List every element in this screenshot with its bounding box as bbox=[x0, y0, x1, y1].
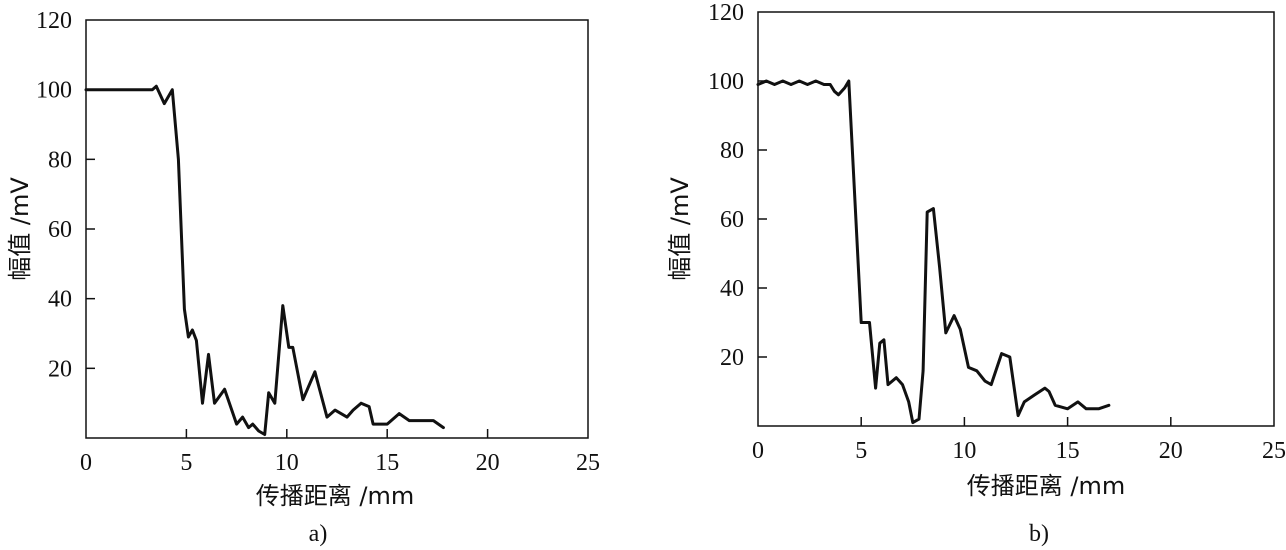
chart-a-y-axis-label: 幅值 /mV bbox=[6, 177, 34, 281]
chart-b-x-tick-label: 5 bbox=[855, 438, 867, 464]
chart-a-x-axis-label: 传播距离 /mm bbox=[256, 482, 414, 510]
chart-a-x-tick-label: 5 bbox=[180, 450, 192, 476]
chart-a-y-tick-label: 20 bbox=[48, 356, 72, 382]
chart-a-plot-frame bbox=[85, 19, 589, 439]
chart-a-x-tick-label: 20 bbox=[476, 450, 500, 476]
chart-b-y-tick-label: 120 bbox=[708, 0, 744, 26]
chart-b-y-ticks bbox=[758, 80, 767, 358]
chart-b-y-tick-label: 40 bbox=[720, 276, 744, 302]
chart-b-y-tick-label: 60 bbox=[720, 207, 744, 233]
chart-b-caption: b) bbox=[1029, 521, 1049, 547]
chart-a-y-tick-label: 80 bbox=[48, 147, 72, 173]
chart-a-caption: a) bbox=[309, 521, 328, 547]
chart-a: 0 5 10 15 20 25 20 40 60 80 100 120 传播距离 /mm 幅值 /m… bbox=[6, 8, 600, 547]
chart-b-y-tick-label: 20 bbox=[720, 345, 744, 371]
chart-a-x-tick-label: 25 bbox=[576, 450, 600, 476]
chart-b: 0 5 10 15 20 25 20 40 60 80 100 120 传播距离 /mm 幅值 /m… bbox=[666, 0, 1286, 547]
chart-a-x-ticks bbox=[185, 429, 489, 438]
chart-b-y-tick-labels: 20 40 60 80 100 120 bbox=[708, 0, 744, 371]
chart-a-x-tick-label: 10 bbox=[275, 450, 299, 476]
chart-a-y-tick-label: 60 bbox=[48, 217, 72, 243]
chart-b-y-tick-label: 80 bbox=[720, 138, 744, 164]
chart-a-y-tick-labels: 20 40 60 80 100 120 bbox=[36, 8, 72, 382]
chart-b-plot-frame bbox=[757, 11, 1275, 427]
chart-b-x-tick-label: 25 bbox=[1262, 438, 1286, 464]
chart-a-x-tick-label: 0 bbox=[80, 450, 92, 476]
chart-b-x-axis-label: 传播距离 /mm bbox=[967, 472, 1125, 500]
chart-b-x-tick-labels: 0 5 10 15 20 25 bbox=[752, 438, 1286, 464]
chart-a-y-tick-label: 120 bbox=[36, 8, 72, 34]
chart-b-y-axis-label: 幅值 /mV bbox=[666, 177, 694, 281]
chart-a-x-tick-labels: 0 5 10 15 20 25 bbox=[80, 450, 600, 476]
chart-b-x-tick-label: 15 bbox=[1056, 438, 1080, 464]
chart-a-y-ticks bbox=[86, 88, 95, 370]
chart-a-x-tick-label: 15 bbox=[375, 450, 399, 476]
chart-a-y-tick-label: 40 bbox=[48, 287, 72, 313]
chart-b-x-tick-label: 10 bbox=[952, 438, 976, 464]
chart-a-y-tick-label: 100 bbox=[36, 78, 72, 104]
chart-b-y-tick-label: 100 bbox=[708, 69, 744, 95]
chart-b-x-ticks bbox=[860, 417, 1172, 426]
chart-b-x-tick-label: 0 bbox=[752, 438, 764, 464]
chart-b-x-tick-label: 20 bbox=[1159, 438, 1183, 464]
chart-a-series-line bbox=[84, 84, 445, 436]
chart-b-series-line bbox=[756, 79, 1111, 425]
